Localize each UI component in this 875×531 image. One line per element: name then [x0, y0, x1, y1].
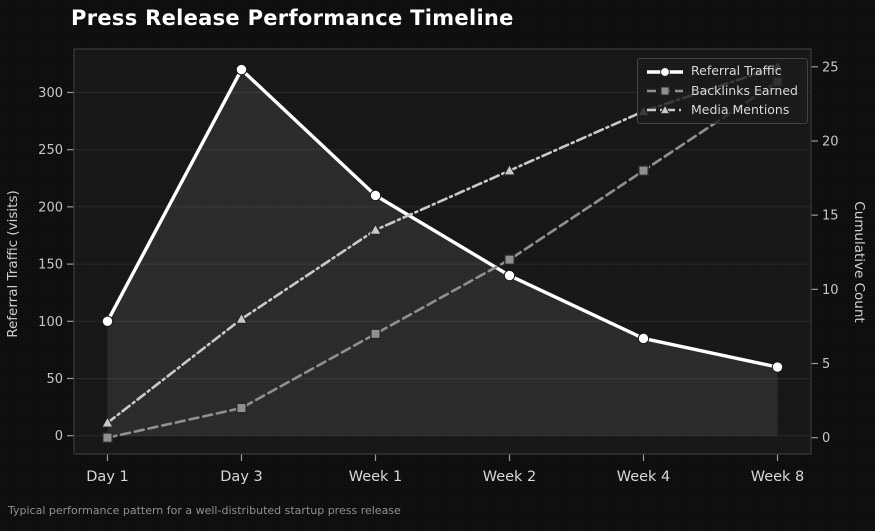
legend-label: Media Mentions: [691, 102, 790, 118]
chart-title: Press Release Performance Timeline: [71, 6, 514, 30]
left-tick-label-200: 200: [38, 200, 63, 215]
marker-square: [236, 402, 247, 414]
legend-sample-media-mentions-icon: [646, 103, 684, 117]
left-tick-label-50: 50: [46, 372, 63, 387]
legend-sample-marker-triangle: [659, 104, 671, 115]
marker-circle: [771, 361, 784, 373]
marker-triangle: [101, 416, 114, 428]
right-tick-label-15: 15: [822, 209, 839, 224]
legend-item-media-mentions: Media Mentions: [646, 101, 799, 119]
marker-square: [370, 328, 381, 340]
x-tick-label-2: Week 1: [349, 469, 403, 485]
legend-sample-marker-circle: [660, 66, 670, 77]
legend-label: Backlinks Earned: [691, 82, 798, 98]
x-tick-label-4: Week 4: [617, 469, 671, 485]
legend-item-backlinks-earned: Backlinks Earned: [646, 82, 799, 100]
chart-caption: Typical performance pattern for a well-d…: [8, 504, 401, 517]
marker-circle: [235, 63, 248, 76]
marker-square: [638, 165, 649, 177]
right-axis-title: Cumulative Count: [851, 201, 867, 322]
left-tick-label-250: 250: [38, 143, 63, 158]
left-axis-title: Referral Traffic (visits): [5, 190, 21, 338]
legend-line-sample: [647, 86, 683, 96]
left-tick-label-0: 0: [55, 429, 63, 444]
left-tick-label-150: 150: [38, 258, 63, 273]
marker-circle: [503, 269, 516, 282]
legend-line-sample: [647, 66, 683, 77]
legend-label: Referral Traffic: [691, 63, 782, 79]
legend-sample-backlinks-earned-icon: [646, 84, 684, 98]
right-tick-label-20: 20: [822, 134, 839, 149]
right-tick-label-0: 0: [822, 431, 830, 446]
marker-circle: [637, 332, 650, 345]
legend-line-sample: [647, 104, 683, 115]
legend-sample-referral-traffic-icon: [646, 65, 684, 79]
plot-spines: [73, 48, 812, 455]
legend: Referral Traffic Backlinks Earned Media …: [637, 58, 808, 124]
area-fill-referral-traffic: [107, 69, 778, 436]
series-line-backlinks-earned: [106, 80, 779, 439]
marker-triangle: [503, 164, 516, 176]
x-tick-label-1: Day 3: [220, 469, 262, 485]
marker-square: [102, 432, 113, 444]
x-tick-label-5: Week 8: [751, 469, 805, 485]
marker-circle: [101, 315, 114, 327]
legend-sample-marker-square: [660, 86, 670, 96]
marker-triangle: [369, 223, 382, 235]
marker-square: [504, 254, 515, 266]
right-tick-label-5: 5: [822, 357, 830, 372]
series-line-referral-traffic: [105, 67, 780, 369]
right-tick-label-25: 25: [822, 60, 839, 75]
marker-triangle: [235, 312, 248, 324]
right-tick-label-10: 10: [822, 283, 839, 298]
left-tick-label-300: 300: [38, 86, 63, 101]
x-tick-label-3: Week 2: [483, 469, 537, 485]
x-tick-label-0: Day 1: [86, 469, 128, 485]
left-tick-label-100: 100: [38, 315, 63, 330]
marker-circle: [369, 189, 382, 202]
legend-item-referral-traffic: Referral Traffic: [646, 63, 799, 81]
